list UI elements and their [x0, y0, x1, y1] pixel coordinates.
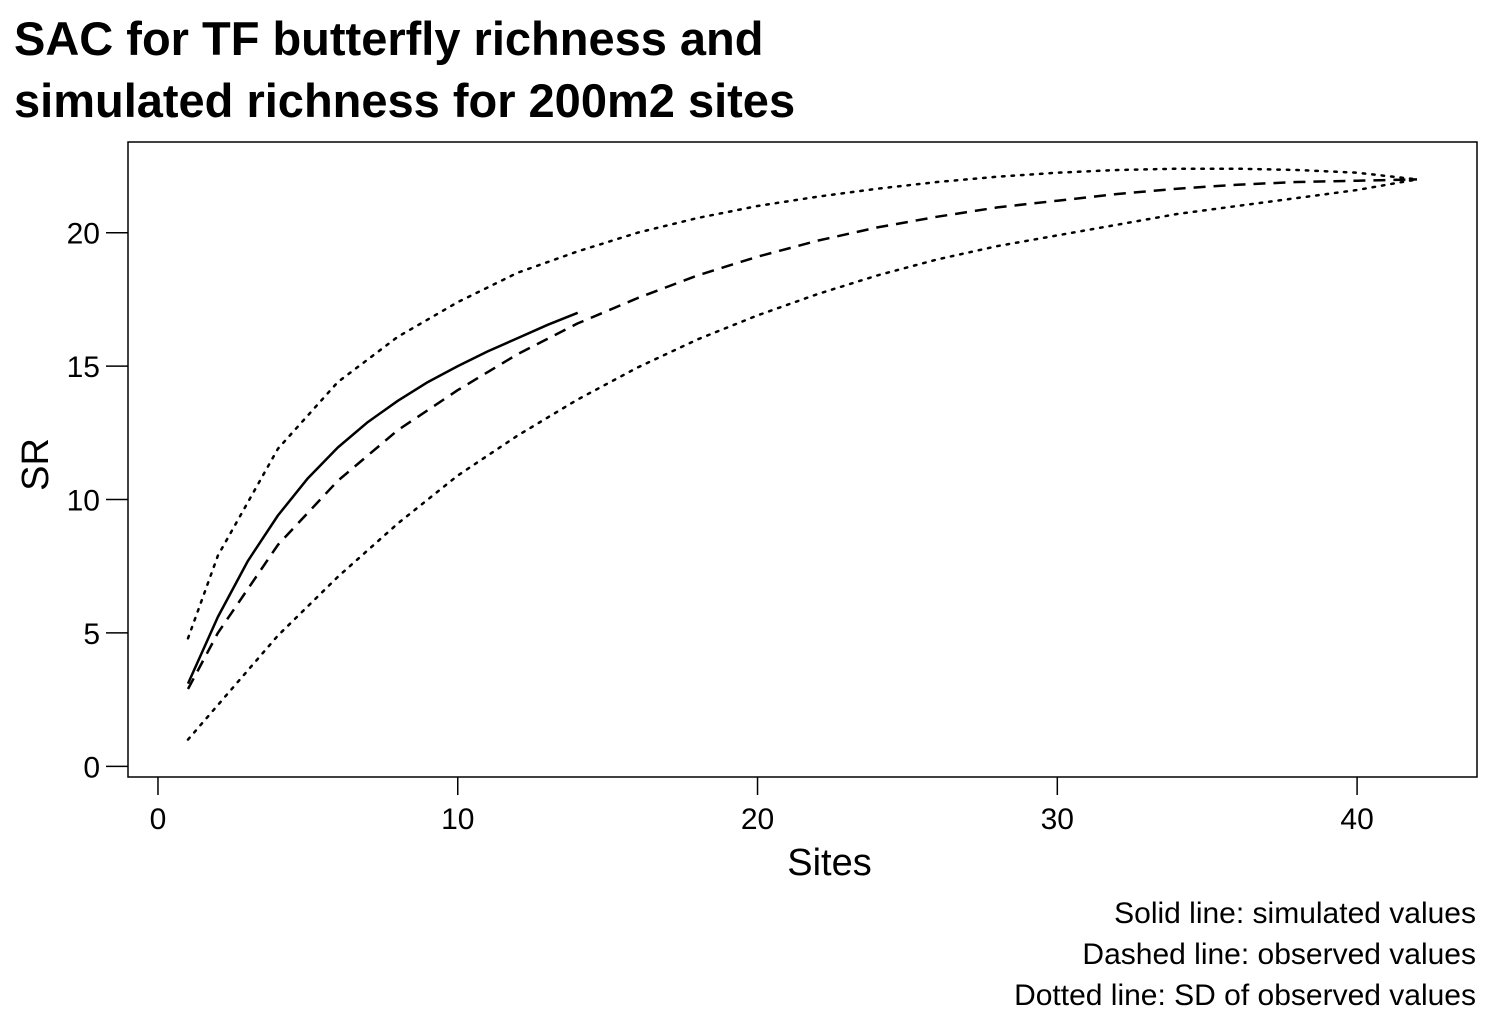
series-line-dotted-3: [186, 178, 1419, 741]
y-tick-label: 20: [67, 218, 100, 251]
x-tick-label: 20: [741, 803, 774, 836]
x-tick-label: 0: [150, 803, 167, 836]
series-line-dashed-1: [186, 178, 1418, 690]
plot-frame: [127, 141, 1478, 778]
y-tick-label: 0: [83, 751, 100, 784]
series-line-dotted-2: [186, 167, 1419, 640]
chart-title: SAC for TF butterfly richness and simula…: [14, 8, 795, 132]
legend-note-dotted: Dotted line: SD of observed values: [1014, 979, 1476, 1012]
y-tick-label: 15: [67, 351, 100, 384]
x-tick-label: 10: [441, 803, 474, 836]
x-tick-label: 40: [1340, 803, 1373, 836]
axes: 0 10 20 30 40 0 5 10 15 20 Sites SR: [15, 141, 1478, 884]
y-tick-label: 10: [67, 485, 100, 518]
chart-title-line-1: SAC for TF butterfly richness and: [14, 12, 764, 65]
y-axis-label: SR: [15, 438, 57, 491]
legend-note-solid: Solid line: simulated values: [1114, 897, 1476, 930]
series-group: [186, 167, 1419, 741]
chart-title-line-2: simulated richness for 200m2 sites: [14, 74, 796, 127]
x-axis-label: Sites: [787, 842, 871, 884]
x-tick-label: 30: [1041, 803, 1074, 836]
y-tick-label: 5: [83, 618, 100, 651]
series-line-solid-0: [186, 311, 579, 685]
legend-note-dashed: Dashed line: observed values: [1082, 938, 1476, 971]
